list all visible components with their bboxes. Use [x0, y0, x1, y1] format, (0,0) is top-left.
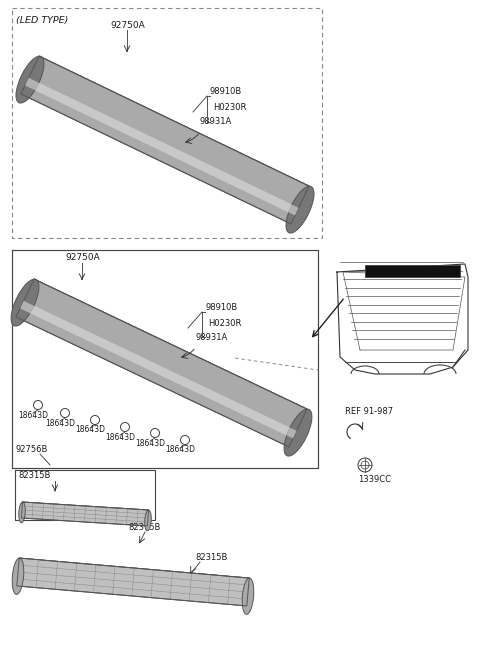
Ellipse shape	[11, 279, 39, 326]
Text: 92750A: 92750A	[110, 20, 145, 30]
Text: 18643D: 18643D	[75, 426, 105, 434]
Text: 92756B: 92756B	[15, 445, 48, 455]
Polygon shape	[19, 558, 249, 586]
Text: 82315B: 82315B	[18, 472, 50, 480]
Text: 1339CC: 1339CC	[358, 476, 391, 485]
Text: 18643D: 18643D	[165, 445, 195, 455]
Text: 18643D: 18643D	[45, 419, 75, 428]
Text: 18643D: 18643D	[135, 438, 165, 447]
Ellipse shape	[286, 186, 314, 233]
Polygon shape	[23, 502, 148, 515]
Polygon shape	[17, 558, 249, 606]
Text: 18643D: 18643D	[105, 432, 135, 441]
Polygon shape	[22, 502, 148, 526]
Text: 82315B: 82315B	[195, 554, 228, 562]
Polygon shape	[34, 279, 307, 419]
Polygon shape	[20, 301, 297, 438]
Ellipse shape	[16, 56, 44, 103]
Text: H0230R: H0230R	[208, 319, 241, 327]
Ellipse shape	[242, 578, 254, 614]
Text: 98931A: 98931A	[200, 117, 232, 127]
Text: 98910B: 98910B	[205, 304, 237, 312]
Text: 92750A: 92750A	[65, 253, 100, 262]
Text: 18643D: 18643D	[18, 411, 48, 419]
Polygon shape	[21, 56, 309, 224]
Text: (LED TYPE): (LED TYPE)	[16, 16, 68, 25]
Polygon shape	[16, 279, 307, 447]
Text: 98910B: 98910B	[210, 87, 242, 96]
Bar	[365, 265, 460, 277]
Polygon shape	[25, 78, 299, 215]
Text: 82315B: 82315B	[128, 523, 160, 533]
Polygon shape	[39, 56, 309, 195]
Polygon shape	[25, 78, 299, 215]
Text: H0230R: H0230R	[213, 102, 246, 112]
Ellipse shape	[145, 510, 151, 531]
Text: REF 91-987: REF 91-987	[345, 407, 393, 417]
Text: 98931A: 98931A	[195, 333, 227, 342]
Ellipse shape	[284, 409, 312, 456]
Ellipse shape	[12, 558, 24, 594]
Polygon shape	[20, 301, 297, 438]
Ellipse shape	[19, 502, 25, 523]
